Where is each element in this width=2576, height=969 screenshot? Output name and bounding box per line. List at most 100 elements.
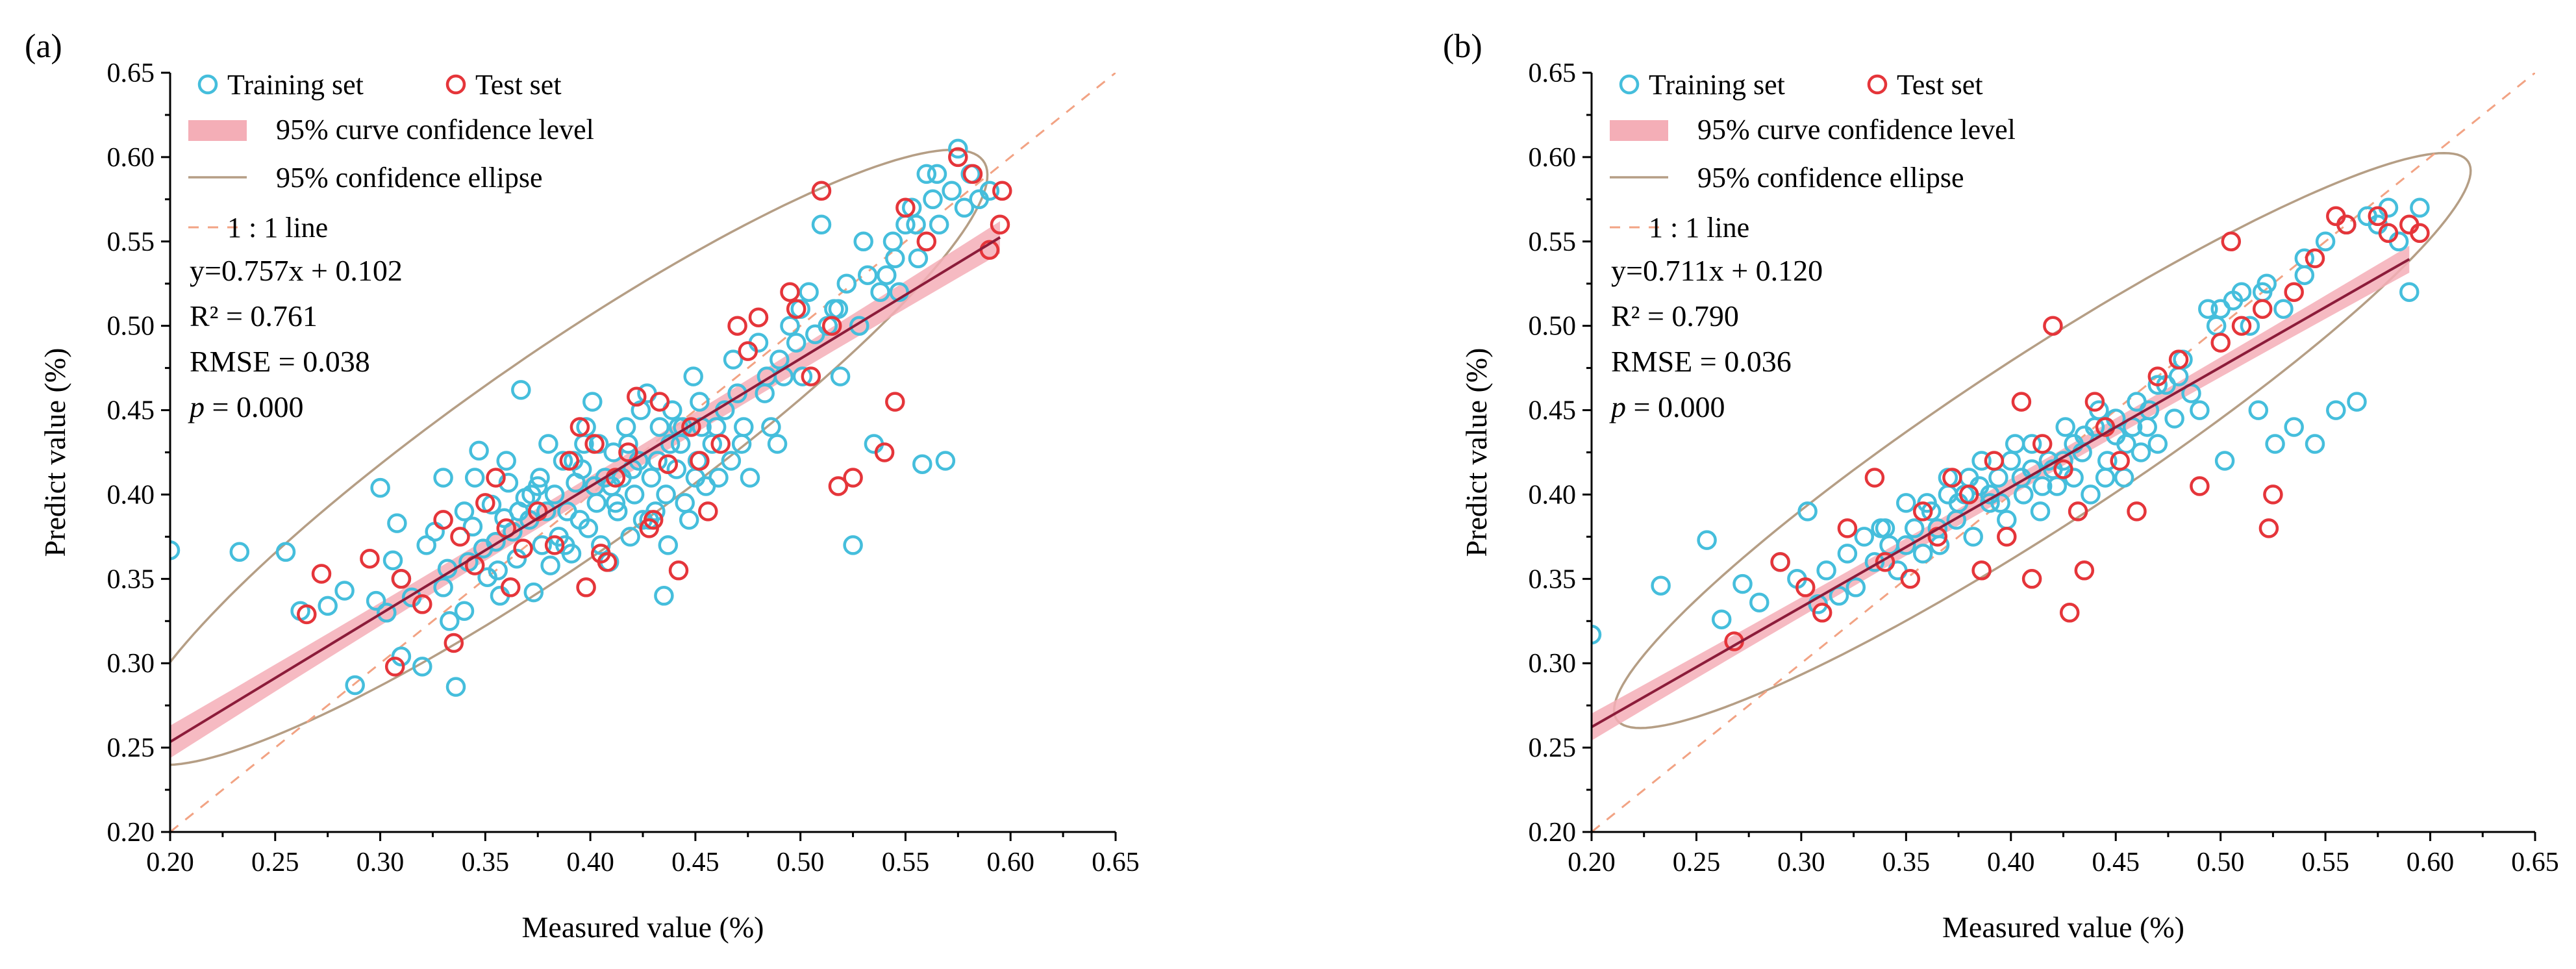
- test-point: [1770, 552, 1790, 572]
- training-point: [929, 214, 949, 235]
- training-point: [586, 493, 607, 513]
- y-tick-label: 0.50: [1529, 312, 1577, 342]
- p-value: p = 0.000: [1609, 390, 1725, 423]
- test-point: [513, 538, 533, 559]
- x-tick-label: 0.55: [2301, 848, 2349, 877]
- x-tick-label: 0.40: [566, 848, 614, 877]
- training-point: [675, 493, 695, 513]
- fit-line: [170, 236, 1001, 743]
- p-symbol: p: [188, 390, 205, 423]
- panel-b: (b) 0.20 0.25 0.30 0.35 0.40 0.45 0.50 0.55 0.60 0…: [1443, 28, 2559, 944]
- training-point: [440, 611, 460, 631]
- test-point: [1958, 485, 1979, 505]
- training-point: [649, 417, 670, 437]
- test-point: [990, 214, 1010, 235]
- test-point: [843, 468, 863, 488]
- training-point: [857, 265, 878, 285]
- test-point: [2074, 560, 2095, 581]
- legend-training-marker: [1619, 74, 1640, 95]
- test-point: [668, 560, 689, 581]
- training-point: [275, 542, 296, 562]
- legend-ellipse-label: 95% confidence ellipse: [1697, 162, 1964, 194]
- training-point: [1875, 518, 1895, 538]
- p-symbol: p: [1609, 390, 1626, 423]
- training-point: [641, 468, 662, 488]
- test-points: [1724, 206, 2430, 651]
- test-point: [828, 476, 849, 496]
- x-tick-label: 0.65: [2511, 848, 2559, 877]
- training-point: [576, 417, 596, 437]
- x-tick-label: 0.35: [462, 848, 510, 877]
- training-point: [445, 677, 466, 697]
- x-tick-label: 0.30: [1777, 848, 1825, 877]
- test-point: [2305, 248, 2325, 269]
- y-tick-label: 0.60: [107, 143, 155, 173]
- training-point: [462, 516, 483, 537]
- training-point: [870, 282, 890, 302]
- legend-test-label: Test set: [1897, 69, 1983, 101]
- y-axis-label: Predict value (%): [38, 348, 71, 557]
- training-point: [2137, 417, 2157, 437]
- test-point: [698, 501, 718, 522]
- training-point: [2081, 485, 2101, 505]
- training-point: [885, 248, 905, 269]
- test-point: [1900, 569, 1921, 589]
- training-point: [2114, 468, 2134, 488]
- test-point: [2032, 434, 2053, 454]
- training-point: [1854, 527, 1875, 547]
- training-point: [654, 586, 674, 606]
- training-point: [511, 380, 531, 400]
- training-point: [1749, 592, 1769, 612]
- training-point: [2326, 400, 2346, 420]
- training-point: [2005, 434, 2025, 454]
- legend-test-label: Test set: [475, 69, 562, 101]
- training-point: [1997, 510, 2017, 530]
- y-tick-label: 0.50: [107, 312, 155, 342]
- training-point: [1651, 575, 1671, 596]
- training-point: [1697, 530, 1717, 550]
- training-point: [2001, 451, 2021, 471]
- test-point: [643, 510, 664, 530]
- x-tick-label: 0.60: [986, 848, 1034, 877]
- x-tick-label: 0.55: [882, 848, 930, 877]
- training-point: [849, 316, 869, 336]
- training-point: [521, 485, 542, 505]
- y-tick-label: 0.30: [1529, 649, 1577, 679]
- training-point: [757, 366, 777, 386]
- regression-equation: y=0.757x + 0.102: [190, 254, 403, 287]
- training-point: [2055, 417, 2075, 437]
- y-tick-label: 0.40: [1529, 480, 1577, 510]
- test-point: [2410, 223, 2430, 244]
- training-point: [318, 596, 338, 616]
- training-points: [1592, 197, 2430, 645]
- x-axis-label: Measured value (%): [522, 911, 764, 944]
- training-point: [1864, 552, 1885, 572]
- x-axis-label: Measured value (%): [1942, 911, 2184, 944]
- y-tick-label: 0.20: [1529, 818, 1577, 848]
- training-point: [2127, 392, 2147, 412]
- test-point: [2210, 333, 2231, 353]
- training-point: [498, 473, 519, 493]
- test-point: [2258, 518, 2279, 538]
- training-point: [780, 316, 800, 336]
- training-point: [923, 189, 943, 210]
- test-point: [584, 434, 605, 454]
- training-point: [1797, 501, 1818, 522]
- training-point: [1829, 586, 1849, 606]
- training-point: [591, 535, 611, 555]
- panel-label: (a): [25, 28, 62, 65]
- training-point: [433, 577, 453, 598]
- training-point: [553, 451, 573, 471]
- training-point: [486, 531, 506, 552]
- legend-ellipse-label: 95% confidence ellipse: [276, 162, 543, 194]
- test-point: [801, 366, 821, 386]
- training-point: [2095, 468, 2116, 488]
- x-tick-label: 0.25: [1673, 848, 1721, 877]
- test-point: [2110, 451, 2130, 471]
- x-tick-label: 0.35: [1882, 848, 1931, 877]
- test-point: [591, 544, 611, 564]
- y-tick-label: 0.55: [107, 227, 155, 257]
- training-point: [2240, 316, 2260, 336]
- training-point: [1837, 544, 1858, 564]
- test-point: [2053, 459, 2073, 479]
